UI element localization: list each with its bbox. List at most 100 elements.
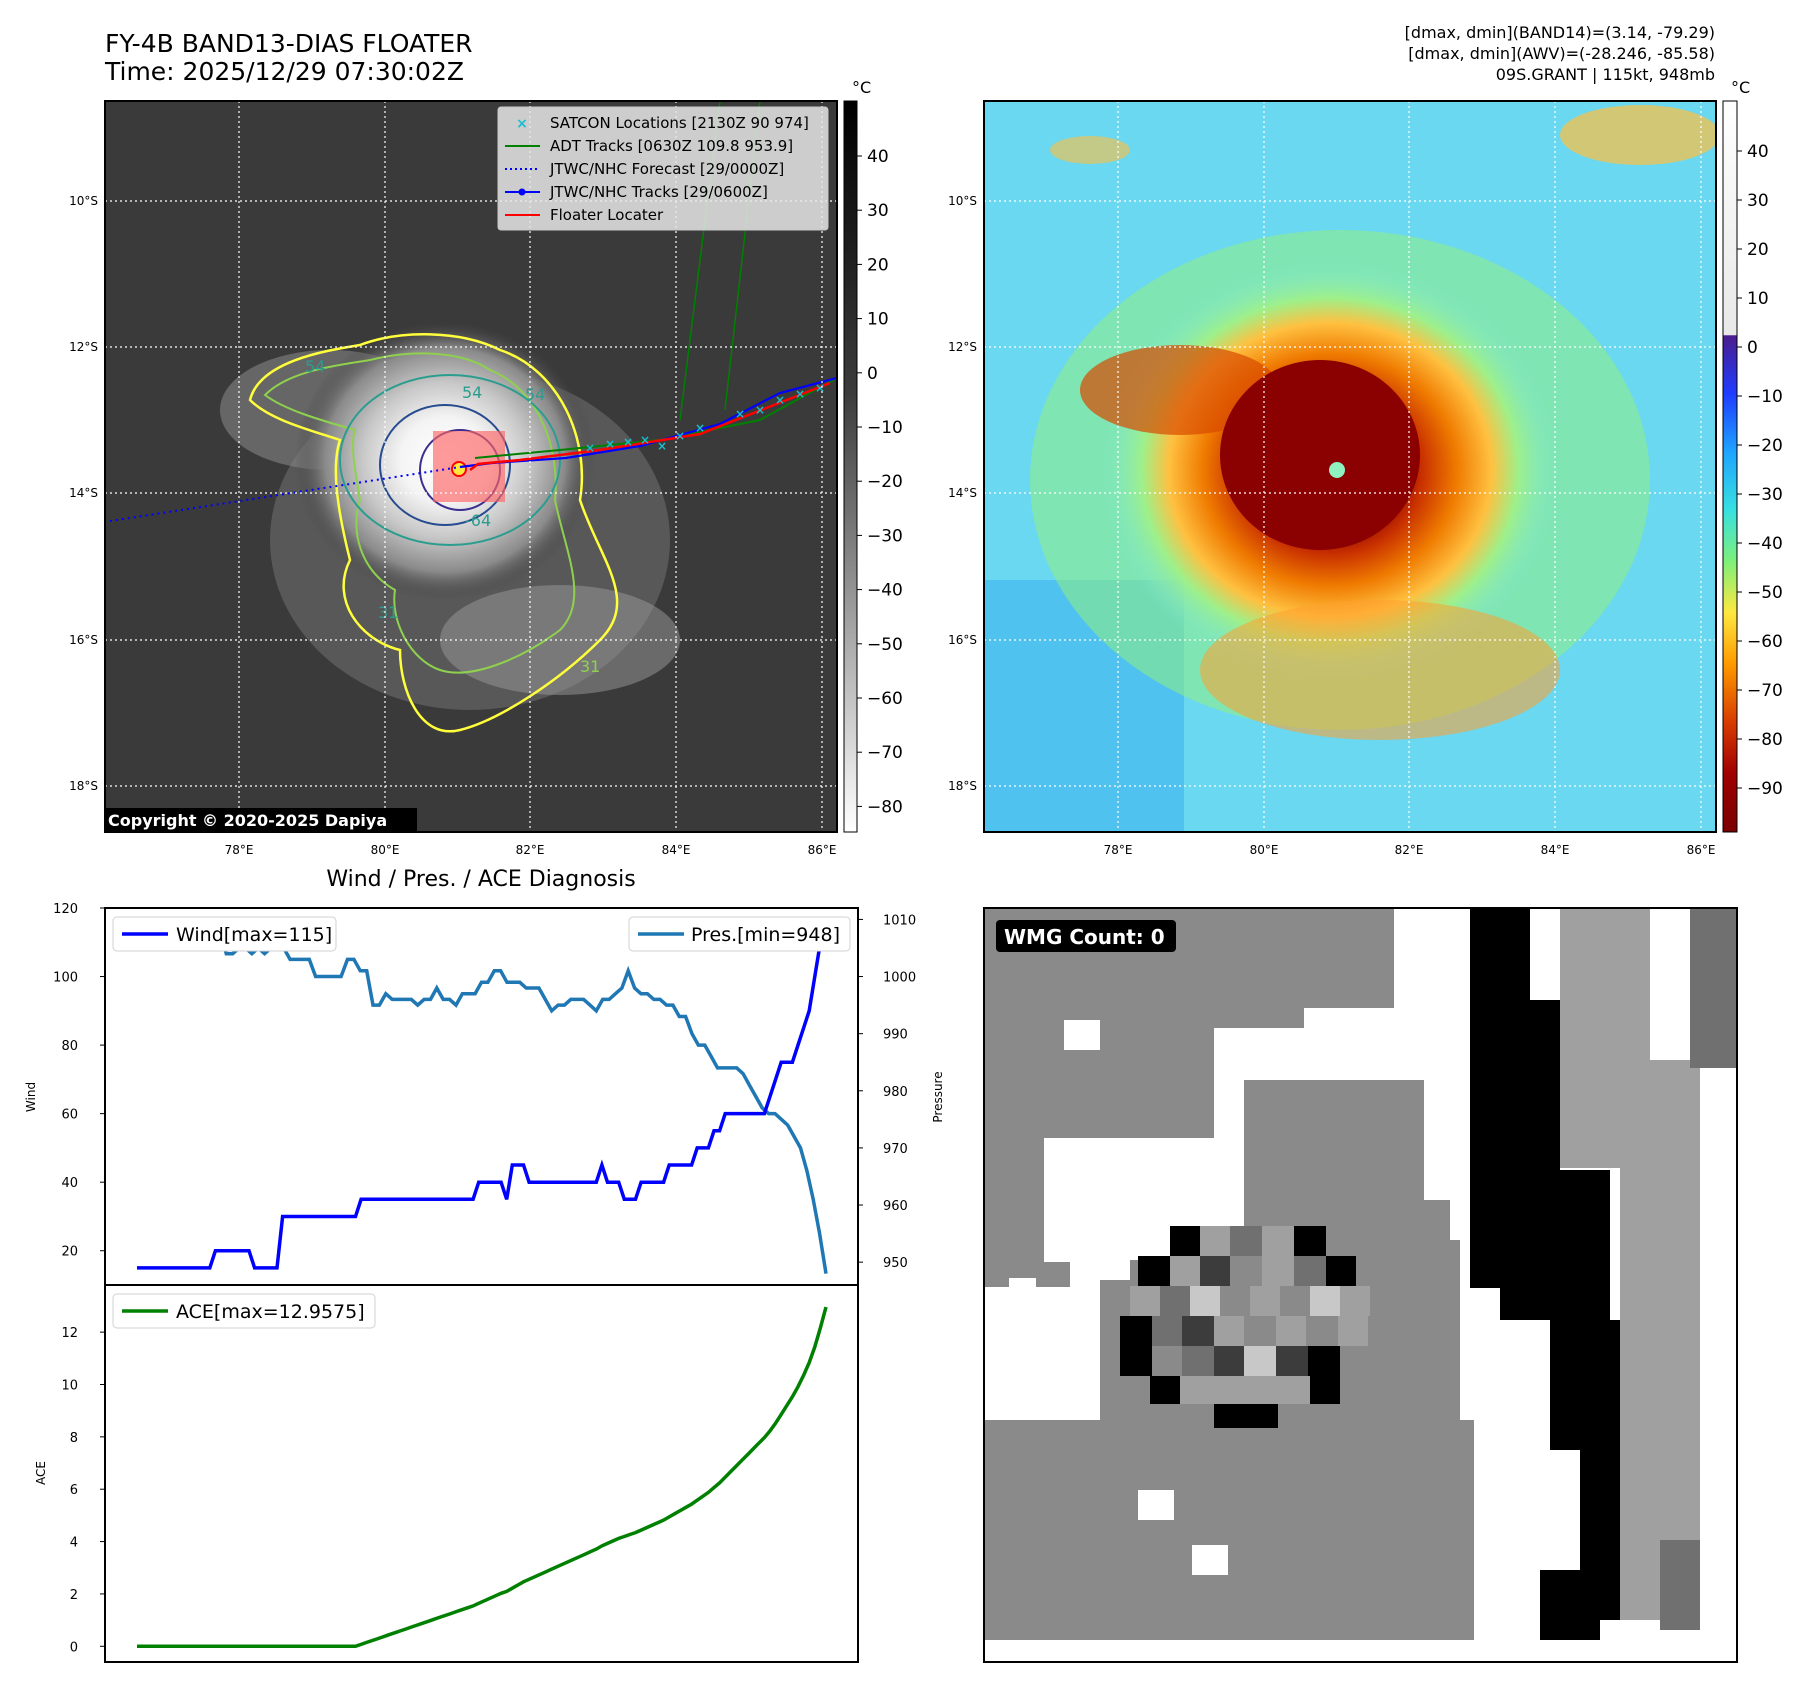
- wmg-eye-cell: [1170, 1226, 1200, 1256]
- colorbar-tick-label: −30: [1747, 485, 1783, 505]
- wind-tick-label: 20: [61, 1245, 78, 1260]
- wmg-eye-cell: [1262, 1226, 1294, 1256]
- colorbar-tick-label: −30: [867, 526, 903, 546]
- legend-label: JTWC/NHC Tracks [29/0600Z]: [549, 183, 768, 201]
- ir-contour-mid: [263, 352, 576, 674]
- wind-tick-label: 120: [53, 902, 78, 917]
- ir-lon-tick: 86°E: [808, 843, 837, 857]
- pressure-tick-label: 970: [883, 1142, 908, 1157]
- wmg-eye-cell: [1120, 1346, 1152, 1376]
- bd-lat-tick: 14°S: [948, 486, 977, 500]
- bd-frame: [983, 100, 1717, 833]
- pressure-legend-label: Pres.[min=948]: [691, 924, 840, 946]
- wmg-eye-cell: [1214, 1316, 1244, 1346]
- wmg-eye-cell: [1214, 1404, 1278, 1428]
- info-storm: 09S.GRANT | 115kt, 948mb: [1496, 65, 1715, 84]
- bd-rainband: [1200, 600, 1560, 740]
- ir-contour-outer: [248, 333, 619, 733]
- colorbar-tick-label: −10: [1747, 387, 1783, 407]
- satcon-marker: ×: [657, 439, 667, 453]
- pressure-legend-box: [628, 916, 851, 952]
- satcon-marker: ×: [815, 381, 825, 395]
- wind-legend-label: Wind[max=115]: [176, 924, 332, 946]
- satcon-marker: ×: [585, 441, 595, 455]
- colorbar-tick-label: 30: [1747, 191, 1769, 211]
- bd-top-left-cloud: [1050, 136, 1130, 164]
- satcon-marker: ×: [755, 403, 765, 417]
- wmg-cell: [1620, 1060, 1700, 1620]
- bd-lat-tick: 10°S: [948, 194, 977, 208]
- wind-tick-label: 100: [53, 971, 78, 986]
- pressure-tick-label: 1010: [883, 913, 916, 928]
- bd-cdo: [1220, 360, 1420, 550]
- pressure-tick-label: 1000: [883, 971, 916, 986]
- wmg-eye-cell: [1250, 1286, 1280, 1316]
- wmg-frame: [983, 907, 1738, 1663]
- wmg-eye-cell: [1310, 1286, 1340, 1316]
- colorbar-tick-label: −70: [1747, 681, 1783, 701]
- colorbar-tick-label: −80: [1747, 730, 1783, 750]
- wmg-eye-cell: [1130, 1286, 1160, 1316]
- copyright-text: Copyright © 2020-2025 Dapiya: [108, 811, 387, 830]
- legend-swatch-dot: [518, 188, 526, 196]
- ir-colorbar-unit: °C: [852, 78, 871, 97]
- ir-legend: × SATCON Locations [2130Z 90 974] ADT Trac…: [497, 106, 829, 231]
- wmg-eye-cell: [1340, 1286, 1370, 1316]
- ir-lon-tick: 82°E: [516, 843, 545, 857]
- wmg-eye-cell: [1326, 1256, 1356, 1286]
- lower-axes-frame: [104, 1284, 859, 1663]
- ir-contour-inner: [379, 404, 511, 526]
- lower-axis-ticks: 0 2 4 6 8 10 12: [61, 1326, 105, 1655]
- diagnosis-upper-axes: Wind Pressure 20 40 60 80 100 120 950 960 970 980…: [24, 902, 945, 1286]
- bd-lon-tick: 78°E: [1104, 843, 1133, 857]
- ir-lat-tick: 14°S: [69, 486, 98, 500]
- wmg-badge: [996, 920, 1176, 952]
- wmg-eye-cell: [1190, 1286, 1220, 1316]
- contour-label: 54: [305, 357, 325, 376]
- bd-lat-tick: 16°S: [948, 633, 977, 647]
- wind-line: [137, 924, 828, 1270]
- wmg-eye-cell: [1338, 1316, 1368, 1346]
- colorbar-tick-label: −50: [867, 635, 903, 655]
- colorbar-tick-label: −40: [867, 581, 903, 601]
- wmg-eye-cell: [1244, 1346, 1276, 1376]
- ir-panel: × × × × × × × × × × × × 54 54 54 -64 31 31 × SATCON Locat…: [104, 78, 903, 833]
- bd-lon-tick: 86°E: [1687, 843, 1716, 857]
- wmg-eye-cell: [1276, 1346, 1308, 1376]
- jtwc-forecast-line: [109, 466, 461, 522]
- pressure-tick-label: 980: [883, 1085, 908, 1100]
- satcon-marker: ×: [735, 407, 745, 421]
- colorbar-tick-label: −60: [867, 689, 903, 709]
- contour-label: 54: [525, 385, 545, 404]
- colorbar-tick-label: 20: [867, 255, 889, 275]
- diagnosis-title: Wind / Pres. / ACE Diagnosis: [326, 867, 635, 892]
- colorbar-tick-label: −80: [867, 797, 903, 817]
- ir-frame: [104, 100, 838, 833]
- ir-colorbar-ticks: 40 30 20 10 0 −10 −20 −30 −40 −50 −60 −70 −80: [857, 147, 903, 817]
- bd-outflow-arm: [1080, 345, 1280, 435]
- contour-label: 54: [462, 383, 482, 402]
- wind-axis-label: Wind: [24, 1082, 38, 1112]
- colorbar-tick-label: 20: [1747, 240, 1769, 260]
- pressure-line: [137, 923, 828, 1274]
- legend-swatch: ×: [516, 116, 528, 132]
- wmg-cell: [1690, 908, 1737, 1068]
- ace-legend: ACE[max=12.9575]: [112, 1293, 376, 1329]
- pressure-legend: Pres.[min=948]: [628, 916, 851, 952]
- floater-locater-track: [469, 381, 831, 471]
- wmg-eye-cell: [1262, 1256, 1294, 1286]
- pressure-tick-label: 950: [883, 1256, 908, 1271]
- wmg-eye-cell: [1310, 1376, 1340, 1404]
- figure-time: Time: 2025/12/29 07:30:02Z: [104, 57, 464, 86]
- wmg-eye-cell: [1280, 1286, 1310, 1316]
- colorbar-tick-label: −40: [1747, 534, 1783, 554]
- colorbar-tick-label: −20: [1747, 436, 1783, 456]
- info-band14: [dmax, dmin](BAND14)=(3.14, -79.29): [1405, 23, 1715, 42]
- wind-tick-label: 80: [61, 1039, 78, 1054]
- satcon-marker: ×: [605, 437, 615, 451]
- colorbar-tick-label: −70: [867, 743, 903, 763]
- colorbar-tick-label: −60: [1747, 632, 1783, 652]
- ir-lat-tick: 16°S: [69, 633, 98, 647]
- ir-lon-tick: 80°E: [371, 843, 400, 857]
- wmg-eye-cell: [1306, 1316, 1338, 1346]
